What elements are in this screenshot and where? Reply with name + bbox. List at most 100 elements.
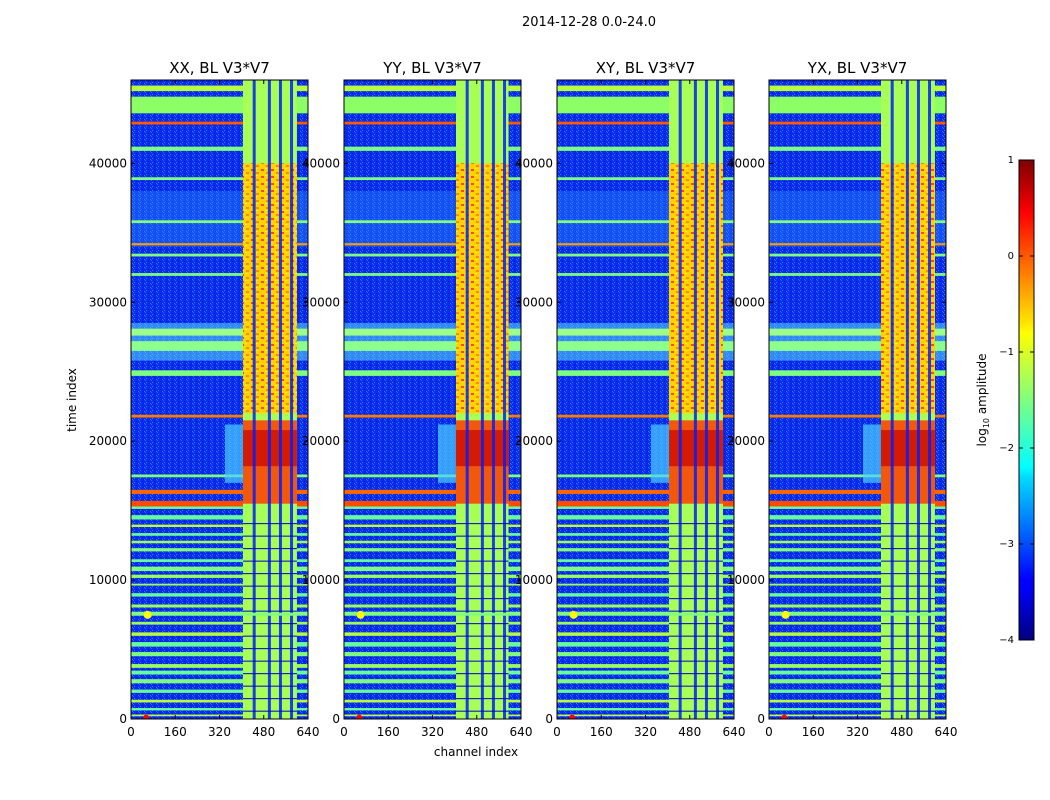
band-line	[456, 560, 509, 562]
y-tick-label: 20000	[515, 434, 553, 448]
band-line	[243, 560, 297, 562]
x-tick-label: 480	[678, 725, 701, 739]
x-tick-label: 0	[340, 725, 348, 739]
colorbar-label-rest: amplitude	[975, 354, 989, 418]
band-line	[456, 635, 509, 637]
time-stripe	[769, 604, 946, 608]
x-tick-label: 0	[553, 725, 561, 739]
band-line	[881, 610, 935, 612]
band-line	[881, 685, 935, 687]
x-tick-label: 160	[590, 725, 613, 739]
band-line	[243, 623, 297, 625]
rfi-spot	[569, 610, 578, 619]
time-stripe	[131, 559, 308, 563]
time-stripe	[344, 341, 521, 351]
y-tick-label: 20000	[727, 434, 765, 448]
time-stripe	[344, 489, 521, 494]
colorbar-label-main: log	[975, 428, 989, 446]
band-line	[456, 710, 509, 712]
band-gap-line	[267, 80, 271, 719]
time-stripe	[769, 540, 946, 544]
time-stripe	[131, 273, 308, 276]
band-line	[243, 523, 297, 525]
colorbar-tick-label: −3	[999, 539, 1014, 550]
time-stripe	[131, 524, 308, 528]
time-stripe	[557, 220, 734, 224]
rfi-spot	[356, 714, 363, 719]
time-stripe	[769, 253, 946, 257]
band-gap-line	[503, 80, 507, 719]
time-stripe	[557, 121, 734, 125]
time-stripe	[131, 370, 308, 376]
band-line	[669, 598, 723, 600]
time-stripe	[344, 243, 521, 246]
time-stripe	[557, 474, 734, 478]
time-stripe	[131, 583, 308, 586]
y-axis-label: time index	[65, 368, 79, 432]
band-line	[243, 660, 297, 662]
time-stripe	[131, 515, 308, 520]
time-stripe	[131, 253, 308, 257]
time-stripe	[131, 533, 308, 536]
y-tick-label: 40000	[515, 156, 553, 170]
time-stripe	[769, 328, 946, 336]
time-stripe	[557, 243, 734, 246]
time-stripe	[131, 652, 308, 657]
time-stripe	[557, 500, 734, 507]
time-stripe	[344, 679, 521, 684]
time-stripe	[131, 540, 308, 544]
band-line	[243, 648, 297, 650]
y-tick-label: 30000	[727, 295, 765, 309]
time-stripe	[131, 85, 308, 92]
band-gap-line	[716, 80, 720, 719]
time-stripe	[344, 548, 521, 552]
band-gap-line	[252, 80, 256, 719]
time-stripe	[557, 533, 734, 536]
colorbar-label-sub: 10	[982, 418, 991, 428]
time-stripe	[344, 664, 521, 668]
time-stripe	[344, 328, 521, 336]
x-tick-label: 320	[634, 725, 657, 739]
time-stripe	[557, 699, 734, 703]
time-stripe	[769, 273, 946, 276]
band-line	[881, 648, 935, 650]
time-stripe	[131, 689, 308, 693]
time-stripe	[769, 146, 946, 151]
time-stripe	[769, 524, 946, 528]
time-stripe	[557, 583, 734, 586]
band-line	[669, 698, 723, 700]
rfi-line	[557, 612, 734, 616]
time-stripe	[769, 664, 946, 668]
colorbar-tick-label: −1	[999, 347, 1014, 358]
time-stripe	[557, 505, 734, 509]
band-line	[881, 710, 935, 712]
time-stripe	[769, 632, 946, 636]
time-stripe	[557, 708, 734, 711]
x-tick-label: 640	[297, 725, 320, 739]
band-line	[669, 710, 723, 712]
panel-3-image	[557, 80, 734, 719]
band-line	[243, 673, 297, 675]
time-stripe	[344, 515, 521, 520]
band-gap-line	[491, 80, 495, 719]
time-stripe	[769, 505, 946, 509]
time-stripe	[769, 220, 946, 224]
colorbar-tick-label: −4	[999, 635, 1014, 646]
band-glow	[438, 424, 457, 483]
colorbar-label: log10 amplitude	[975, 354, 991, 447]
time-stripe	[769, 500, 946, 507]
x-tick-label: 480	[465, 725, 488, 739]
band-gap-line	[905, 80, 909, 719]
x-tick-label: 320	[846, 725, 869, 739]
time-stripe	[344, 583, 521, 586]
band-line	[456, 610, 509, 612]
colorbar-ticks: 1 0 −1 −2 −3 −4	[999, 155, 1034, 646]
y-tick-label: 10000	[302, 573, 340, 587]
time-stripe	[344, 220, 521, 224]
band-line	[243, 635, 297, 637]
time-stripe	[344, 632, 521, 636]
band-line	[881, 660, 935, 662]
time-stripe	[344, 505, 521, 509]
band-line	[669, 648, 723, 650]
y-tick-label: 20000	[302, 434, 340, 448]
